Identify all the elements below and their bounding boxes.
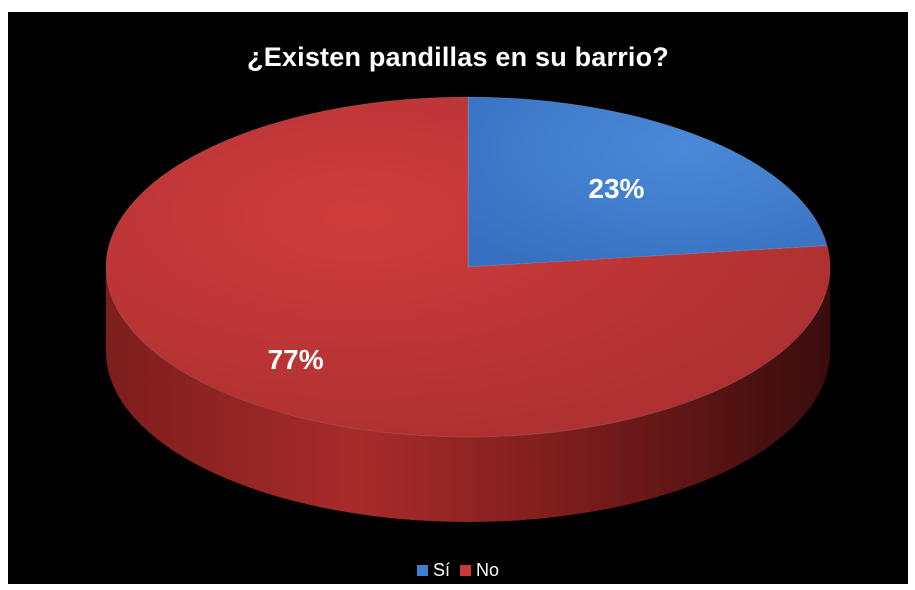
legend-swatch-no xyxy=(460,565,471,576)
legend: Sí No xyxy=(8,560,908,581)
slice-label-no: 77% xyxy=(268,344,324,375)
legend-swatch-si xyxy=(416,565,428,576)
legend-item-si: Sí xyxy=(416,560,450,581)
pie-group xyxy=(105,96,831,522)
slice-no xyxy=(105,96,831,438)
legend-item-no: No xyxy=(460,560,499,581)
slice-si xyxy=(467,96,828,268)
legend-label-no: No xyxy=(476,560,500,580)
pie-side xyxy=(106,267,830,522)
pie-chart: 23% 77% xyxy=(105,96,831,522)
chart-panel: ¿Existen pandillas en su barrio? xyxy=(8,12,908,584)
chart-title: ¿Existen pandillas en su barrio? xyxy=(247,42,669,72)
slice-label-si: 23% xyxy=(588,173,644,204)
legend-label-si: Sí xyxy=(432,560,450,580)
